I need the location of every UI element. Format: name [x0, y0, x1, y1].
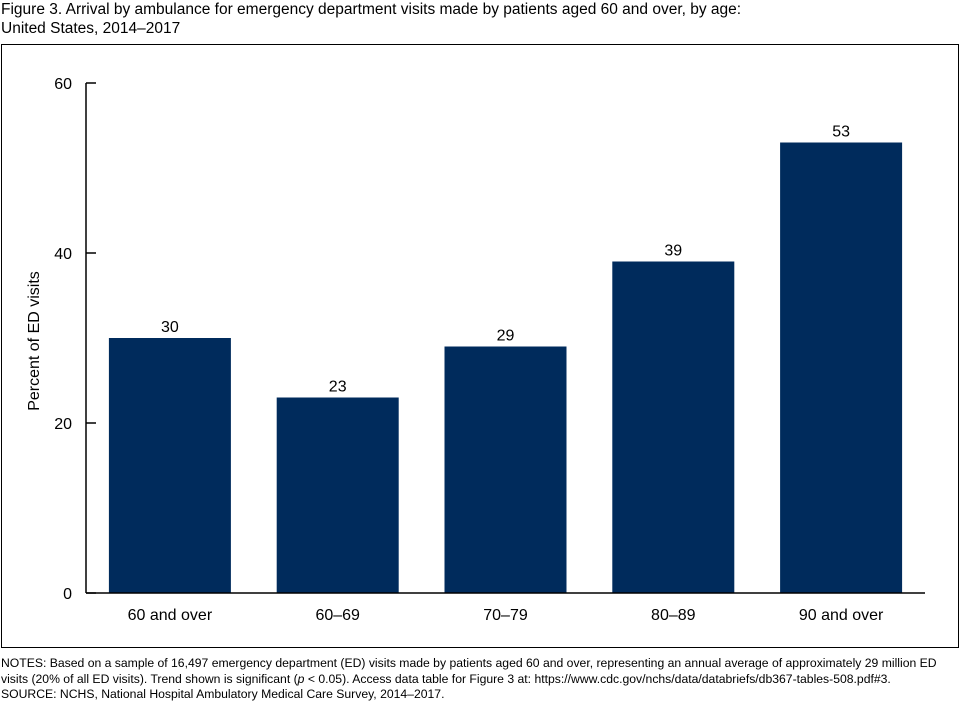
- notes-text-end: < 0.05). Access data table for Figure 3 …: [304, 671, 891, 686]
- axes-group: [85, 83, 925, 594]
- figure-title-line-2: United States, 2014–2017: [1, 20, 181, 37]
- x-tick-label: 80–89: [651, 607, 696, 624]
- notes-text-start: NOTES: Based on a sample of 16,497 emerg…: [1, 656, 937, 686]
- y-tick-label: 0: [63, 586, 72, 603]
- x-ticks-group: 60 and over 60–69 70–79 80–89 90 and over: [128, 607, 884, 624]
- source-text: SOURCE: NCHS, National Hospital Ambulato…: [1, 687, 445, 701]
- notes-p-symbol: p: [297, 671, 305, 686]
- bar-value-label: 23: [329, 379, 347, 396]
- bar: [780, 142, 903, 593]
- x-tick-label: 60–69: [315, 607, 360, 624]
- bar-value-label: 30: [161, 319, 179, 336]
- figure-title: Figure 3. Arrival by ambulance for emerg…: [1, 0, 951, 38]
- x-tick-label: 60 and over: [128, 607, 213, 624]
- y-tick-label: 60: [54, 76, 72, 93]
- chart-frame: 30 23 29 39 53 0 20 40 60 60 and over 60–69 70–79…: [1, 44, 959, 648]
- bar: [612, 261, 735, 593]
- y-tick-label: 20: [54, 416, 72, 433]
- bar: [108, 338, 231, 593]
- bar-chart: 30 23 29 39 53 0 20 40 60 60 and over 60–69 70–79…: [26, 76, 925, 624]
- bar-value-label: 29: [497, 328, 515, 345]
- bar: [276, 397, 399, 593]
- figure-title-line-1: Figure 3. Arrival by ambulance for emerg…: [1, 1, 742, 18]
- bars-group: [108, 142, 903, 593]
- notes-text: NOTES: Based on a sample of 16,497 emerg…: [1, 656, 959, 687]
- y-tick-label: 40: [54, 246, 72, 263]
- x-tick-label: 90 and over: [799, 607, 884, 624]
- bar-value-label: 53: [832, 124, 850, 141]
- y-ticks-group: 0 20 40 60: [54, 76, 96, 603]
- data-labels-group: 30 23 29 39 53: [161, 124, 850, 396]
- x-tick-label: 70–79: [483, 607, 528, 624]
- notes-block: NOTES: Based on a sample of 16,497 emerg…: [1, 656, 959, 703]
- bar: [444, 346, 567, 593]
- y-axis-title: Percent of ED visits: [26, 271, 43, 411]
- bar-value-label: 39: [664, 243, 682, 260]
